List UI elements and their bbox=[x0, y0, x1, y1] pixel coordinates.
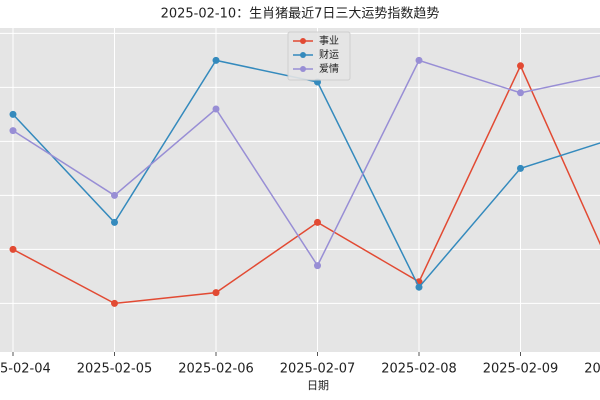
x-tick-label: 2025-02-05 bbox=[77, 362, 153, 377]
data-point bbox=[9, 127, 17, 135]
legend-marker bbox=[300, 66, 306, 72]
data-point bbox=[212, 289, 220, 297]
legend-marker bbox=[300, 52, 306, 58]
data-point bbox=[314, 262, 321, 270]
legend-label: 财运 bbox=[319, 48, 339, 61]
legend-marker bbox=[300, 38, 306, 44]
x-tick-label: 2025-02-08 bbox=[381, 362, 457, 377]
data-point bbox=[517, 62, 524, 70]
x-tick-label: 2025-02-09 bbox=[483, 362, 559, 377]
x-tick-label: 2025-02-06 bbox=[178, 362, 254, 377]
data-point bbox=[314, 218, 321, 226]
data-point bbox=[9, 110, 17, 118]
data-point bbox=[111, 191, 118, 199]
plot-background bbox=[0, 28, 600, 352]
data-point bbox=[9, 245, 17, 253]
data-point bbox=[517, 164, 524, 172]
data-point bbox=[111, 299, 118, 307]
data-point bbox=[517, 89, 524, 97]
chart-title: 2025-02-10：生肖猪最近7日三大运势指数趋势 bbox=[161, 6, 440, 22]
x-tick-label: 2025-02-10 bbox=[584, 362, 600, 377]
data-point bbox=[212, 105, 220, 113]
x-axis-label: 日期 bbox=[307, 379, 329, 392]
data-point bbox=[212, 56, 220, 64]
data-point bbox=[415, 283, 423, 291]
x-tick-label: 2025-02-07 bbox=[280, 362, 356, 377]
legend-label: 爱情 bbox=[319, 62, 339, 75]
legend-label: 事业 bbox=[319, 34, 339, 47]
data-point bbox=[111, 218, 118, 226]
x-tick-label: 2025-02-04 bbox=[0, 362, 51, 377]
data-point bbox=[415, 56, 423, 64]
